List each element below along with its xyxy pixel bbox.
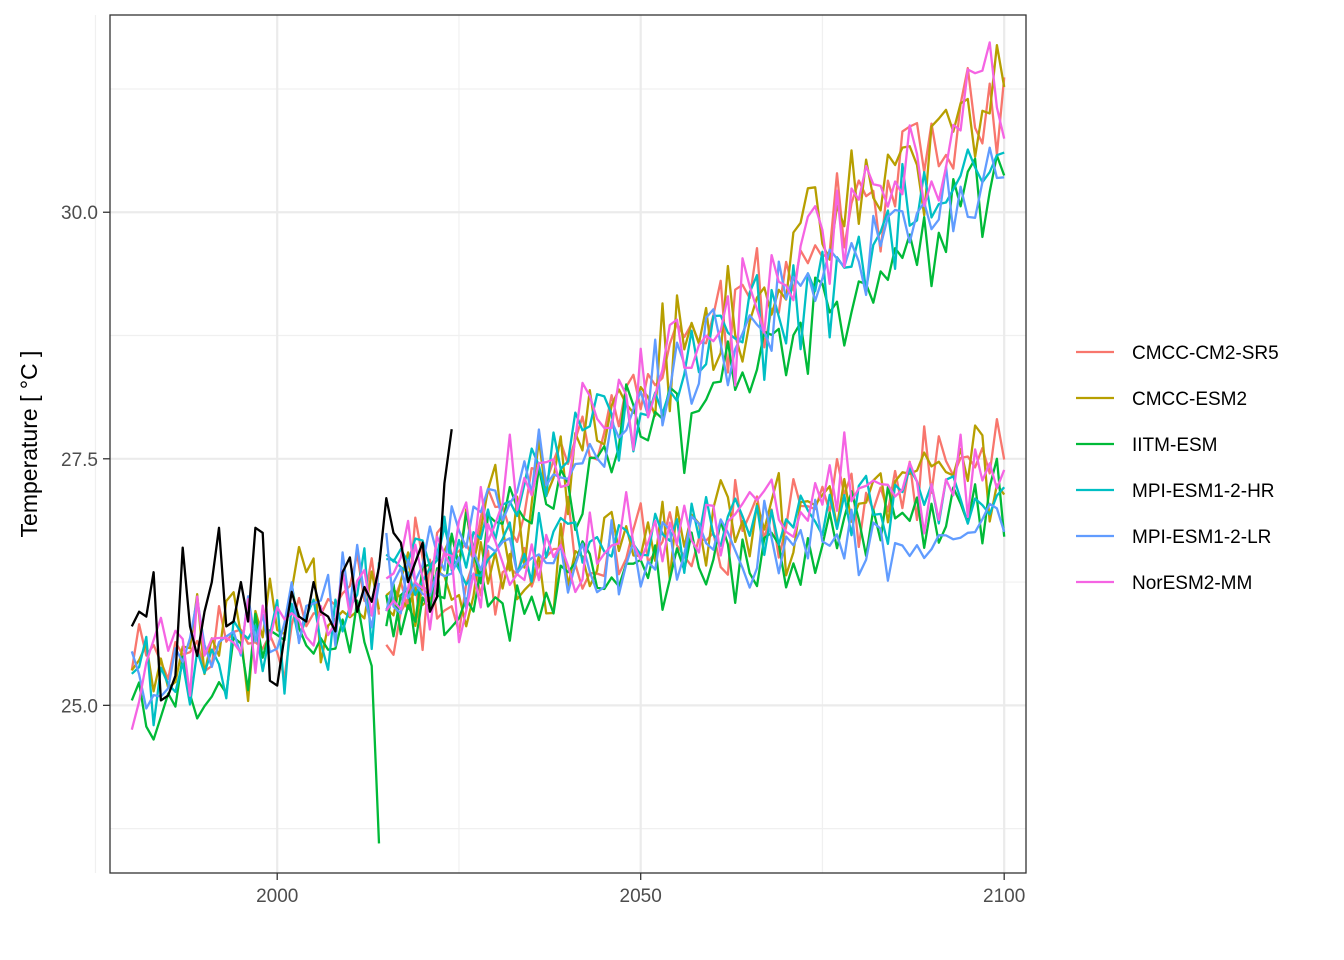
plot-border: [109, 14, 1027, 874]
y-axis: 25.0 27.5 30.0: [61, 203, 110, 717]
legend-label-mpi-esm1-2-lr: MPI-ESM1-2-LR: [1132, 527, 1271, 548]
series-line-observed: [130, 429, 453, 702]
y-axis-title: Temperature [ °C ]: [16, 351, 42, 538]
minor-gridlines: [94, 15, 1026, 873]
series-line-noresm2-mm-high: [385, 41, 1006, 593]
plot-panel: [110, 15, 1026, 873]
series-line-iitm-esm-historical: [130, 583, 381, 844]
x-tick-label: 2100: [983, 886, 1025, 907]
series-line-iitm-esm-low: [385, 457, 1006, 645]
series-line-mpi-esm1-2-lr-high: [385, 146, 1005, 615]
legend-label-cmcc-esm2: CMCC-ESM2: [1132, 389, 1247, 410]
series-lines: [130, 41, 1006, 844]
x-tick-label: 2000: [256, 886, 298, 907]
legend-label-noresm2-mm: NorESM2-MM: [1132, 573, 1252, 594]
series-line-noresm2-mm-low: [385, 431, 1006, 644]
x-tick-label: 2050: [620, 886, 662, 907]
x-axis: 2000 2050 2100: [256, 873, 1025, 907]
major-gridlines: [110, 15, 1026, 873]
y-tick-label: 27.5: [61, 450, 98, 471]
legend-label-mpi-esm1-2-hr: MPI-ESM1-2-HR: [1132, 481, 1275, 502]
y-tick-label: 25.0: [61, 696, 98, 717]
legend: CMCC-CM2-SR5 CMCC-ESM2 IITM-ESM MPI-ESM1-2-…: [1076, 343, 1279, 594]
legend-label-cmcc-cm2-sr5: CMCC-CM2-SR5: [1132, 343, 1279, 364]
series-line-mpi-esm1-2-lr-low: [385, 498, 1006, 612]
series-line-cmcc-esm2-high: [385, 43, 1006, 628]
legend-label-iitm-esm: IITM-ESM: [1132, 435, 1218, 456]
series-line-mpi-esm1-2-hr-high: [385, 148, 1005, 572]
y-tick-label: 30.0: [61, 203, 98, 224]
